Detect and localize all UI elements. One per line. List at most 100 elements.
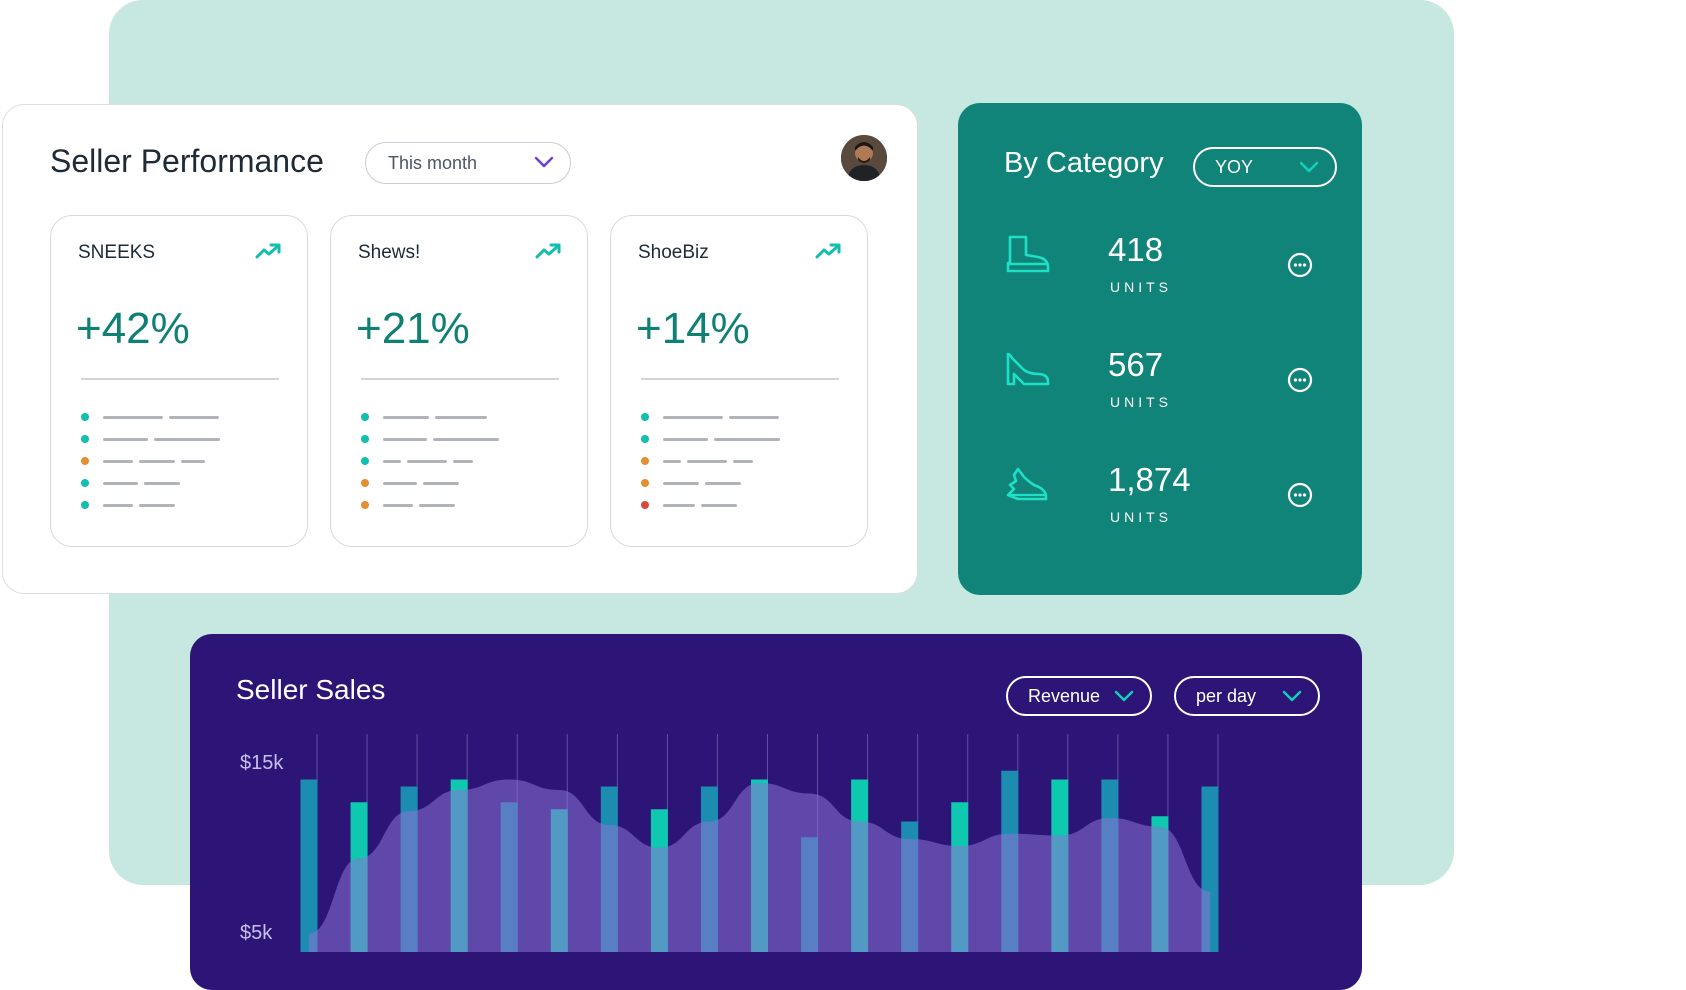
list-item [81, 406, 226, 428]
sneaker-icon [1006, 467, 1048, 501]
placeholder-line [663, 437, 708, 441]
placeholder-line [729, 415, 779, 419]
placeholder-line [453, 459, 473, 463]
more-options-icon[interactable] [1286, 251, 1314, 279]
placeholder-line [383, 481, 417, 485]
list-item [81, 428, 226, 450]
seller-sales-card: Seller Sales Revenue per day $15k $5k [190, 634, 1362, 990]
status-dot [361, 413, 369, 421]
placeholder-line [423, 481, 459, 485]
bar-mark [300, 779, 318, 952]
status-dot [81, 479, 89, 487]
seller-name: SNEEKS [78, 242, 156, 263]
placeholder-line [144, 481, 180, 485]
placeholder-line [435, 415, 487, 419]
seller-detail-list [81, 406, 226, 516]
chevron-down-icon [1282, 690, 1302, 702]
status-dot [361, 435, 369, 443]
category-item-boots[interactable]: 418 UNITS [1004, 231, 1334, 311]
status-dot [81, 413, 89, 421]
placeholder-line [663, 415, 723, 419]
category-title: By Category [1004, 147, 1164, 179]
period-dropdown[interactable]: This month [365, 142, 571, 184]
seller-card-sneeks[interactable]: SNEEKS +42% [50, 215, 308, 547]
category-value: 1,874 [1108, 461, 1191, 498]
placeholder-line [139, 459, 175, 463]
category-period-label: YOY [1215, 156, 1254, 177]
list-item [81, 494, 226, 516]
status-dot [361, 479, 369, 487]
seller-card-shoebiz[interactable]: ShoeBiz +14% [610, 215, 868, 547]
status-dot [81, 501, 89, 509]
category-item-heels[interactable]: 567 UNITS [1004, 346, 1334, 426]
list-item [361, 428, 505, 450]
placeholder-line [103, 415, 163, 419]
chevron-down-icon [1114, 690, 1134, 702]
category-period-dropdown[interactable]: YOY [1193, 147, 1337, 187]
placeholder-line [407, 459, 447, 463]
list-item [361, 406, 505, 428]
placeholder-line [383, 459, 401, 463]
placeholder-line [663, 503, 695, 507]
placeholder-line [383, 503, 413, 507]
seller-detail-list [361, 406, 505, 516]
list-item [641, 494, 786, 516]
seller-card-shews[interactable]: Shews! +21% [330, 215, 588, 547]
status-dot [641, 479, 649, 487]
placeholder-line [733, 459, 753, 463]
seller-detail-list [641, 406, 786, 516]
metric-dropdown[interactable]: Revenue [1006, 676, 1152, 716]
trend-up-icon [535, 243, 561, 259]
list-item [641, 450, 786, 472]
divider [81, 378, 279, 380]
status-dot [641, 413, 649, 421]
list-item [641, 428, 786, 450]
placeholder-line [103, 459, 133, 463]
placeholder-line [181, 459, 205, 463]
category-unit: UNITS [1110, 279, 1172, 295]
placeholder-line [663, 459, 681, 463]
placeholder-line [154, 437, 220, 441]
seller-performance-card: Seller Performance This month SNEEKS +42… [2, 104, 918, 594]
trend-up-icon [815, 243, 841, 259]
boot-icon [1006, 235, 1050, 273]
status-dot [641, 501, 649, 509]
seller-change: +21% [356, 304, 470, 353]
placeholder-line [169, 415, 219, 419]
placeholder-line [663, 481, 699, 485]
seller-change: +42% [76, 304, 190, 353]
interval-dropdown-label: per day [1196, 685, 1257, 706]
period-dropdown-label: This month [388, 152, 478, 173]
more-options-icon[interactable] [1286, 481, 1314, 509]
avatar[interactable] [841, 135, 887, 181]
placeholder-line [687, 459, 727, 463]
status-dot [361, 457, 369, 465]
seller-name: ShoeBiz [638, 242, 709, 263]
placeholder-line [103, 503, 133, 507]
placeholder-line [714, 437, 780, 441]
heel-shoe-icon [1006, 352, 1050, 386]
status-dot [81, 435, 89, 443]
status-dot [81, 457, 89, 465]
category-value: 567 [1108, 346, 1164, 383]
page-title: Seller Performance [50, 143, 324, 179]
list-item [361, 494, 505, 516]
chevron-down-icon [534, 156, 554, 168]
category-item-sneakers[interactable]: 1,874 UNITS [1004, 461, 1334, 541]
placeholder-line [705, 481, 741, 485]
interval-dropdown[interactable]: per day [1174, 676, 1320, 716]
seller-name: Shews! [358, 242, 421, 263]
more-options-icon[interactable] [1286, 366, 1314, 394]
placeholder-line [701, 503, 737, 507]
category-unit: UNITS [1110, 394, 1172, 410]
status-dot [641, 457, 649, 465]
y-tick-label-top: $15k [240, 752, 284, 774]
divider [641, 378, 839, 380]
seller-change: +14% [636, 304, 750, 353]
user-avatar [841, 135, 887, 181]
placeholder-line [103, 481, 138, 485]
placeholder-line [103, 437, 148, 441]
sales-title: Seller Sales [236, 674, 386, 705]
list-item [361, 472, 505, 494]
list-item [641, 472, 786, 494]
